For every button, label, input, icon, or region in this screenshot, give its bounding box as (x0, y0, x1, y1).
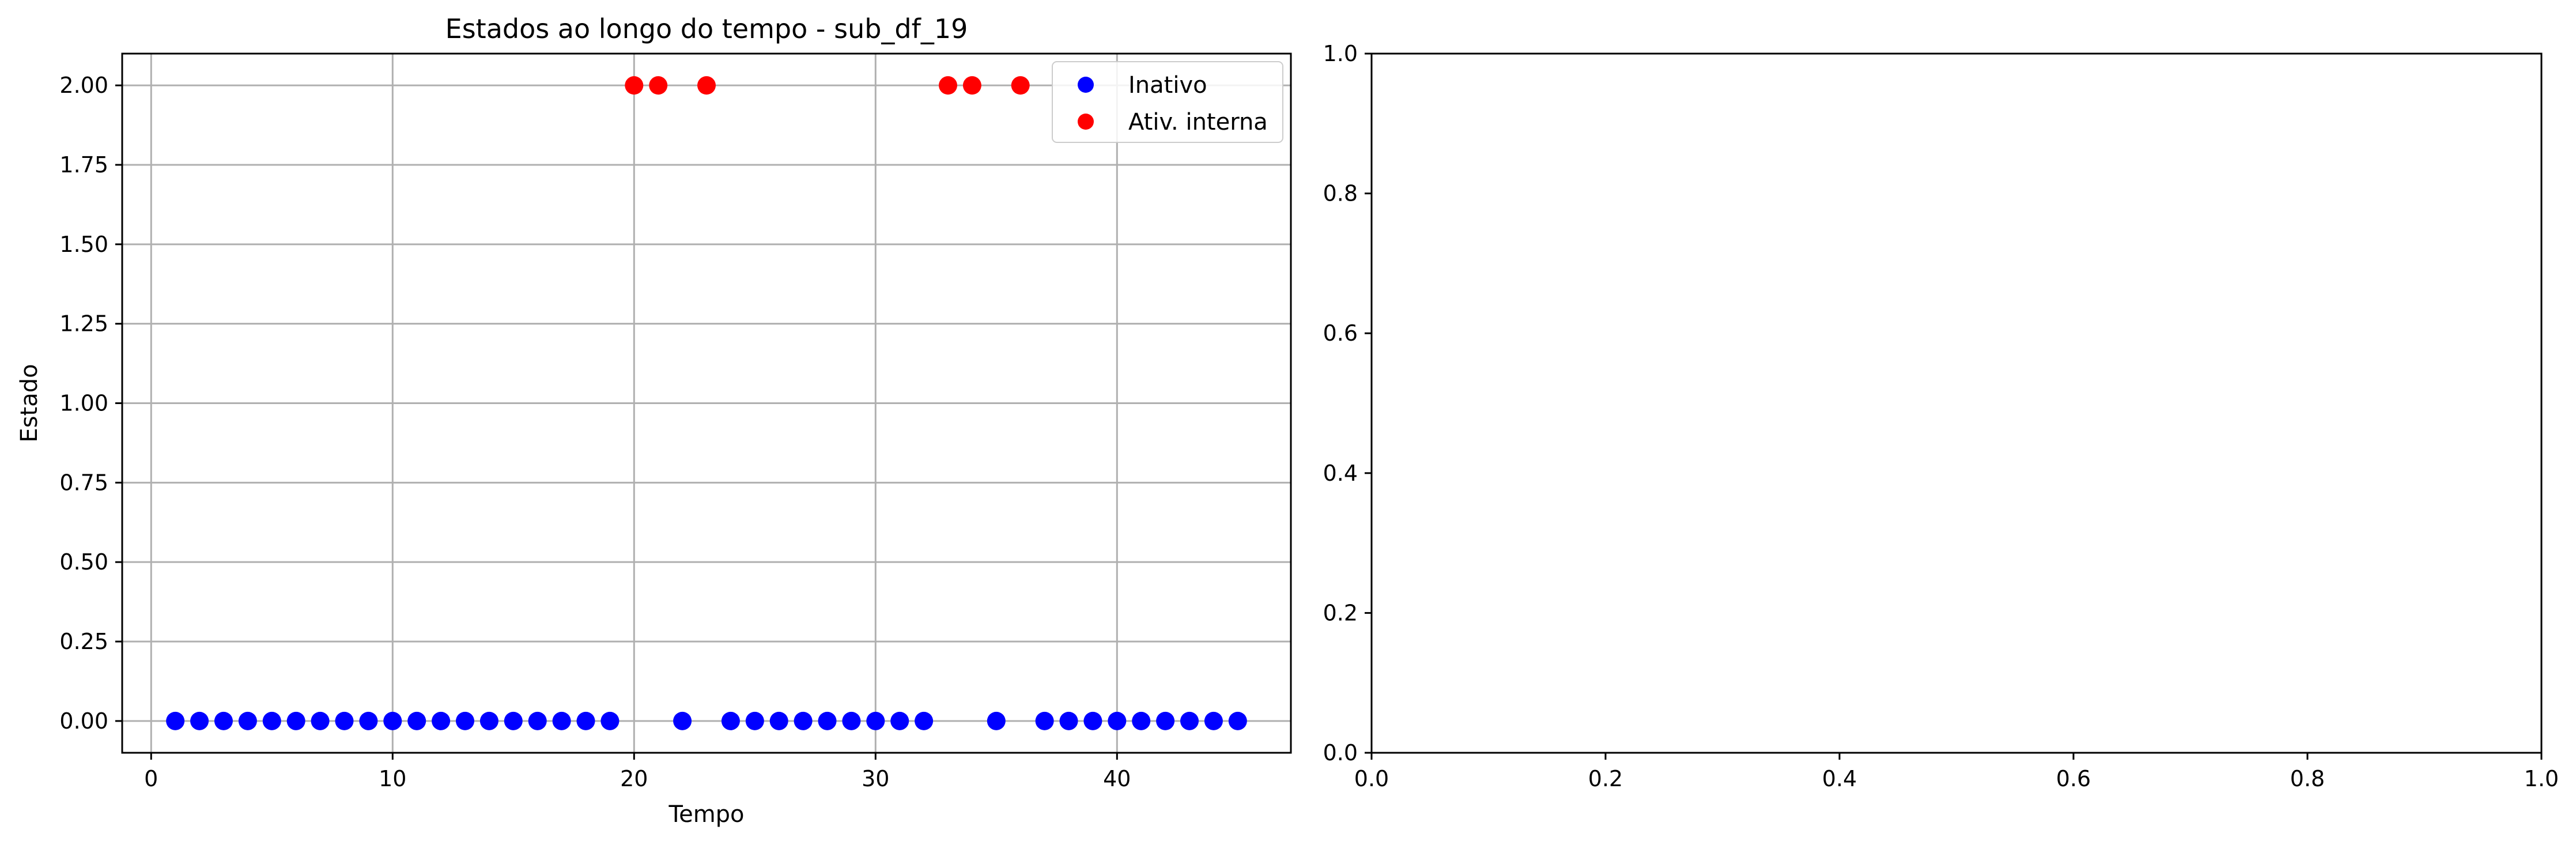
point-inativo (1156, 711, 1175, 730)
legend-label-inativo: Inativo (1128, 72, 1207, 99)
x-tick-label: 40 (1103, 766, 1131, 791)
point-inativo (335, 711, 354, 730)
point-inativo (479, 711, 498, 730)
x-tick-label: 0.2 (1588, 766, 1623, 791)
chart-right-empty: 0.0 0.2 0.4 0.6 0.8 1.0 0.0 0.2 0.4 0.6 0.8 1.0 (1323, 41, 2559, 791)
point-inativo (1228, 711, 1247, 730)
y-tick-label: 0.25 (59, 629, 108, 654)
point-ativ-interna (962, 76, 981, 95)
point-inativo (745, 711, 764, 730)
x-tick-label: 0.4 (1822, 766, 1857, 791)
point-inativo (721, 711, 740, 730)
point-inativo (1132, 711, 1151, 730)
point-inativo (166, 711, 185, 730)
point-inativo (432, 711, 451, 730)
x-tick-label: 0.8 (2290, 766, 2325, 791)
x-tick-label: 30 (862, 766, 889, 791)
x-tick-label: 10 (379, 766, 406, 791)
y-tick-label: 1.0 (1323, 41, 1358, 66)
point-ativ-interna (625, 76, 644, 95)
y-tick-label: 0.75 (59, 470, 108, 495)
x-ticks: 0 10 20 30 40 (144, 753, 1131, 791)
point-inativo (818, 711, 837, 730)
point-ativ-interna (939, 76, 958, 95)
y-tick-label: 0.6 (1323, 320, 1358, 346)
x-tick-label: 0.6 (2056, 766, 2091, 791)
point-inativo (866, 711, 885, 730)
y-tick-label: 0.50 (59, 549, 108, 575)
legend-marker-inativo (1078, 77, 1094, 93)
point-inativo (528, 711, 547, 730)
chart-title: Estados ao longo do tempo - sub_df_19 (445, 13, 968, 44)
y-tick-label: 1.25 (59, 311, 108, 337)
point-inativo (576, 711, 595, 730)
point-inativo (890, 711, 909, 730)
point-inativo (842, 711, 861, 730)
legend-marker-ativ-interna (1078, 114, 1094, 130)
legend-box (1052, 61, 1283, 143)
point-inativo (1108, 711, 1127, 730)
point-inativo (552, 711, 571, 730)
y-ticks: 0.0 0.2 0.4 0.6 0.8 1.0 (1323, 41, 1372, 765)
y-axis-label: Estado (16, 364, 43, 442)
point-inativo (1035, 711, 1054, 730)
y-tick-label: 0.0 (1323, 740, 1358, 765)
data-points (166, 76, 1247, 730)
point-inativo (238, 711, 257, 730)
point-inativo (673, 711, 692, 730)
point-inativo (359, 711, 378, 730)
point-inativo (286, 711, 305, 730)
x-tick-label: 0.0 (1354, 766, 1389, 791)
y-ticks: 0.00 0.25 0.50 0.75 1.00 1.25 1.50 1.75 2.00 (59, 73, 122, 734)
x-ticks: 0.0 0.2 0.4 0.6 0.8 1.0 (1354, 753, 2559, 791)
point-ativ-interna (1011, 76, 1030, 95)
y-tick-label: 1.75 (59, 152, 108, 178)
point-inativo (214, 711, 233, 730)
point-inativo (383, 711, 402, 730)
point-inativo (407, 711, 426, 730)
y-tick-label: 2.00 (59, 73, 108, 98)
x-tick-label: 0 (144, 766, 158, 791)
point-inativo (311, 711, 330, 730)
x-axis-label: Tempo (668, 801, 744, 828)
legend: Inativo Ativ. interna (1052, 61, 1283, 143)
axes-frame (1370, 52, 2543, 754)
point-inativo (1180, 711, 1199, 730)
y-tick-label: 0.00 (59, 708, 108, 734)
chart-left: 0 10 20 30 40 0.00 0.25 0.50 0.75 1.00 1.25 1.50 1.… (16, 13, 1292, 828)
point-inativo (1083, 711, 1102, 730)
y-tick-label: 0.8 (1323, 181, 1358, 206)
y-tick-label: 0.4 (1323, 461, 1358, 486)
x-tick-label: 1.0 (2524, 766, 2559, 791)
point-inativo (915, 711, 934, 730)
point-inativo (190, 711, 209, 730)
point-inativo (600, 711, 620, 730)
y-tick-label: 1.50 (59, 232, 108, 257)
legend-label-ativ-interna: Ativ. interna (1128, 109, 1268, 135)
point-inativo (794, 711, 813, 730)
point-inativo (1204, 711, 1223, 730)
x-tick-label: 20 (620, 766, 648, 791)
point-inativo (262, 711, 281, 730)
point-inativo (455, 711, 474, 730)
point-ativ-interna (697, 76, 716, 95)
y-tick-label: 0.2 (1323, 600, 1358, 625)
point-ativ-interna (649, 76, 668, 95)
point-inativo (987, 711, 1006, 730)
point-inativo (769, 711, 788, 730)
y-tick-label: 1.00 (59, 391, 108, 416)
point-inativo (504, 711, 523, 730)
point-inativo (1059, 711, 1078, 730)
